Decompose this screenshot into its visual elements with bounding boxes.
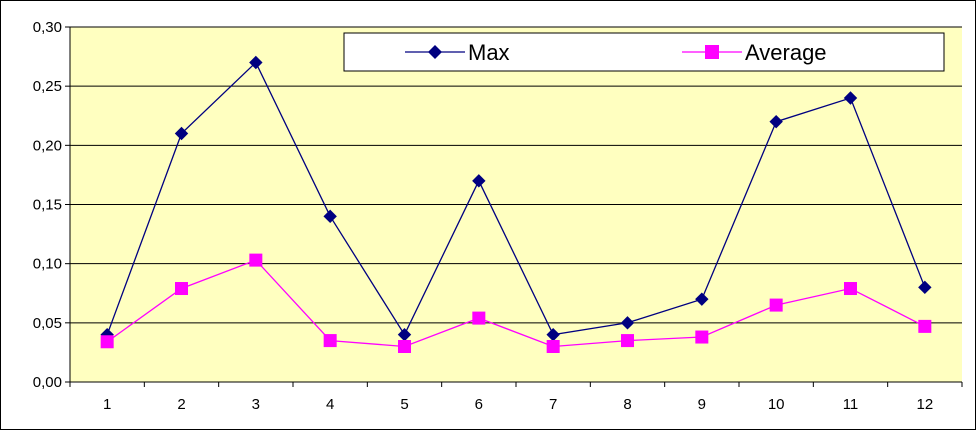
- x-tick-label: 2: [177, 396, 185, 413]
- data-point-marker: [695, 330, 709, 344]
- data-point-marker: [472, 174, 486, 188]
- y-tick-label: 0,30: [33, 19, 62, 36]
- x-tick-label: 3: [252, 396, 260, 413]
- x-tick-label: 10: [768, 396, 785, 413]
- data-point-marker: [769, 114, 783, 129]
- data-point-marker: [323, 209, 337, 224]
- x-tick-label: 11: [843, 396, 859, 413]
- y-tick-label: 0,00: [33, 374, 62, 391]
- x-tick-label: 5: [400, 396, 408, 413]
- legend-label: Average: [745, 40, 827, 65]
- legend-marker: [428, 45, 442, 59]
- x-tick-label: 4: [326, 396, 334, 413]
- series-line-average: [106, 259, 926, 348]
- data-point-marker: [398, 340, 411, 353]
- legend-label: Max: [468, 40, 510, 65]
- y-tick-label: 0,15: [33, 197, 62, 214]
- data-point-marker: [695, 292, 709, 306]
- data-point-marker: [323, 334, 337, 348]
- data-point-marker: [621, 334, 634, 348]
- data-point-marker: [918, 319, 932, 333]
- data-point-marker: [472, 311, 486, 325]
- data-point-marker: [769, 298, 783, 312]
- x-tick-label: 1: [103, 396, 111, 413]
- data-point-marker: [249, 55, 263, 70]
- y-tick-label: 0,10: [33, 256, 62, 273]
- data-point-marker: [546, 340, 560, 353]
- y-tick-label: 0,25: [33, 78, 62, 95]
- series-line-max: [106, 61, 926, 337]
- data-point-marker: [620, 316, 635, 330]
- data-point-marker: [249, 253, 263, 267]
- data-point-marker: [174, 126, 189, 141]
- data-point-marker: [844, 282, 857, 296]
- data-point-marker: [100, 335, 114, 349]
- y-tick-label: 0,05: [33, 315, 62, 332]
- x-tick-label: 7: [549, 396, 557, 413]
- data-point-marker: [918, 280, 932, 295]
- legend-marker: [705, 45, 719, 59]
- y-tick-label: 0,20: [33, 137, 62, 154]
- data-point-marker: [843, 91, 858, 105]
- x-tick-label: 6: [475, 396, 483, 413]
- x-tick-label: 12: [916, 396, 933, 413]
- x-tick-label: 8: [623, 396, 631, 413]
- data-point-marker: [175, 282, 188, 296]
- x-tick-label: 9: [698, 396, 706, 413]
